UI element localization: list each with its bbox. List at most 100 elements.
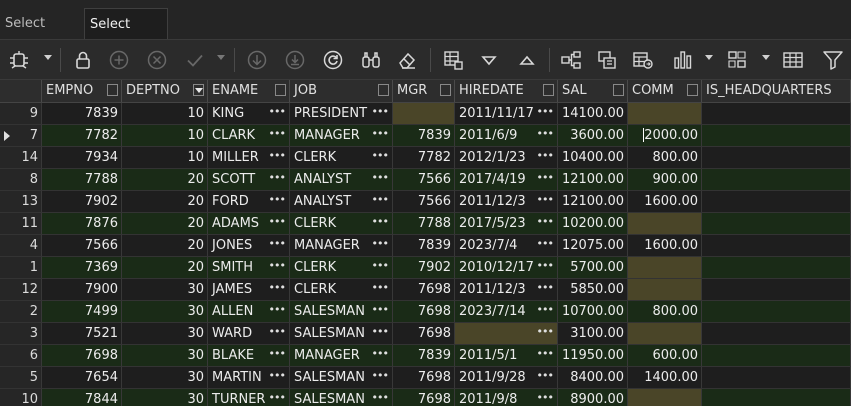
cell-job[interactable]: MANAGER •••: [290, 125, 393, 147]
chart-dropdown-arrow[interactable]: [705, 55, 713, 60]
cell-hiredate[interactable]: 2023/7/14 •••: [455, 301, 558, 323]
cell-hiredate[interactable]: 2010/12/17 •••: [455, 257, 558, 279]
cell-sal[interactable]: 5850.00: [558, 279, 628, 301]
cell-editor-ellipsis-icon[interactable]: •••: [268, 193, 286, 206]
cell-hiredate[interactable]: 2011/5/1 •••: [455, 345, 558, 367]
cell-hiredate[interactable]: 2011/12/3 •••: [455, 191, 558, 213]
cell-editor-ellipsis-icon[interactable]: •••: [536, 193, 554, 206]
cell-ename[interactable]: FORD •••: [208, 191, 290, 213]
cell-deptno[interactable]: 30: [122, 323, 208, 345]
cell-ename[interactable]: KING •••: [208, 103, 290, 125]
column-filter-box-icon[interactable]: [378, 84, 389, 96]
cell-editor-ellipsis-icon[interactable]: •••: [268, 237, 286, 250]
filter-icon[interactable]: [820, 47, 846, 73]
cell-job[interactable]: MANAGER •••: [290, 235, 393, 257]
cell-sal[interactable]: 3600.00: [558, 125, 628, 147]
apply-check-icon[interactable]: [182, 47, 208, 73]
table-view-icon[interactable]: [780, 47, 806, 73]
cell-ename[interactable]: JAMES •••: [208, 279, 290, 301]
cell-rn[interactable]: 10: [0, 389, 42, 406]
cell-editor-ellipsis-icon[interactable]: •••: [268, 303, 286, 316]
cell-deptno[interactable]: 10: [122, 125, 208, 147]
column-filter-box-icon[interactable]: [193, 84, 204, 96]
cell-hiredate[interactable]: 2023/7/4 •••: [455, 235, 558, 257]
cell-ishq[interactable]: [702, 191, 851, 213]
cell-rn[interactable]: 9: [0, 103, 42, 125]
cell-editor-ellipsis-icon[interactable]: •••: [371, 171, 389, 184]
cell-editor-ellipsis-icon[interactable]: •••: [536, 237, 554, 250]
cell-editor-ellipsis-icon[interactable]: •••: [371, 215, 389, 228]
cell-mgr[interactable]: 7698: [393, 301, 455, 323]
cell-editor-ellipsis-icon[interactable]: •••: [268, 215, 286, 228]
cell-rn[interactable]: 6: [0, 345, 42, 367]
cell-sal[interactable]: 8400.00: [558, 367, 628, 389]
cell-empno[interactable]: 7844: [42, 389, 122, 406]
pivot-icon[interactable]: [724, 47, 750, 73]
cell-deptno[interactable]: 30: [122, 345, 208, 367]
cell-comm[interactable]: [628, 279, 702, 301]
table-row[interactable]: 1 7369 20 SMITH ••• CLERK ••• 7902 2010/12/17 •••…: [0, 257, 851, 279]
cell-hiredate[interactable]: 2012/1/23 •••: [455, 147, 558, 169]
refresh-icon[interactable]: [320, 47, 346, 73]
cell-sal[interactable]: 8900.00: [558, 389, 628, 406]
export-icon[interactable]: [594, 47, 620, 73]
table-row[interactable]: 5 7654 30 MARTIN ••• SALESMAN ••• 7698 2011/9/28…: [0, 367, 851, 389]
cell-ename[interactable]: TURNER •••: [208, 389, 290, 406]
cell-editor-ellipsis-icon[interactable]: •••: [536, 281, 554, 294]
table-row[interactable]: 4 7566 20 JONES ••• MANAGER ••• 7839 2023/7/4 •••…: [0, 235, 851, 257]
apply-dropdown-arrow[interactable]: [217, 55, 225, 60]
cell-sal[interactable]: 10200.00: [558, 213, 628, 235]
column-filter-box-icon[interactable]: [687, 84, 698, 96]
table-row[interactable]: 2 7499 30 ALLEN ••• SALESMAN ••• 7698 2023/7/14 •…: [0, 301, 851, 323]
cell-hiredate[interactable]: 2011/9/8 •••: [455, 389, 558, 406]
tab-select-dept[interactable]: Select dept: [5, 16, 46, 62]
cell-job[interactable]: CLERK •••: [290, 279, 393, 301]
cell-editor-ellipsis-icon[interactable]: •••: [536, 347, 554, 360]
cell-ishq[interactable]: [702, 235, 851, 257]
cell-rn[interactable]: 13: [0, 191, 42, 213]
cell-ishq[interactable]: [702, 279, 851, 301]
cell-sal[interactable]: 12100.00: [558, 191, 628, 213]
cell-mgr[interactable]: 7839: [393, 125, 455, 147]
cell-empno[interactable]: 7900: [42, 279, 122, 301]
cell-job[interactable]: MANAGER •••: [290, 345, 393, 367]
cell-hiredate[interactable]: •••: [455, 323, 558, 345]
sort-descending-icon[interactable]: [476, 47, 502, 73]
download-icon[interactable]: [244, 47, 270, 73]
cell-editor-ellipsis-icon[interactable]: •••: [536, 149, 554, 162]
eraser-icon[interactable]: [394, 47, 420, 73]
cell-rn[interactable]: 2: [0, 301, 42, 323]
column-filter-box-icon[interactable]: [440, 84, 451, 96]
cell-editor-ellipsis-icon[interactable]: •••: [268, 325, 286, 338]
cell-comm[interactable]: [628, 213, 702, 235]
cell-comm[interactable]: 1600.00: [628, 191, 702, 213]
cell-comm[interactable]: 800.00: [628, 301, 702, 323]
result-grid[interactable]: EMPNO DEPTNO ENAME JOB MGR HIREDATE SAL COMM IS_…: [0, 80, 851, 406]
cell-mgr[interactable]: [393, 103, 455, 125]
cell-comm[interactable]: 800.00: [628, 147, 702, 169]
cell-editor-ellipsis-icon[interactable]: •••: [371, 105, 389, 118]
column-filter-box-icon[interactable]: [275, 84, 286, 96]
cell-comm[interactable]: [628, 257, 702, 279]
cell-sal[interactable]: 11950.00: [558, 345, 628, 367]
cell-job[interactable]: CLERK •••: [290, 213, 393, 235]
cell-ename[interactable]: CLARK •••: [208, 125, 290, 147]
cell-editor-ellipsis-icon[interactable]: •••: [371, 391, 389, 404]
row-number-header[interactable]: [0, 80, 42, 102]
cell-editor-ellipsis-icon[interactable]: •••: [371, 281, 389, 294]
cell-ishq[interactable]: [702, 301, 851, 323]
tab-select-emp[interactable]: Select emp: [84, 8, 168, 63]
cell-job[interactable]: ANALYST •••: [290, 191, 393, 213]
cell-deptno[interactable]: 20: [122, 235, 208, 257]
cell-hiredate[interactable]: 2011/6/9 •••: [455, 125, 558, 147]
column-header-empno[interactable]: EMPNO: [42, 80, 122, 102]
table-row[interactable]: 8 7788 20 SCOTT ••• ANALYST ••• 7566 2017/4/19 ••…: [0, 169, 851, 191]
cell-editor-ellipsis-icon[interactable]: •••: [371, 193, 389, 206]
cell-empno[interactable]: 7782: [42, 125, 122, 147]
cell-empno[interactable]: 7698: [42, 345, 122, 367]
cell-mgr[interactable]: 7566: [393, 191, 455, 213]
cell-ename[interactable]: MARTIN •••: [208, 367, 290, 389]
grid-settings-icon[interactable]: [440, 47, 466, 73]
cell-editor-ellipsis-icon[interactable]: •••: [268, 369, 286, 382]
add-row-icon[interactable]: [106, 47, 132, 73]
